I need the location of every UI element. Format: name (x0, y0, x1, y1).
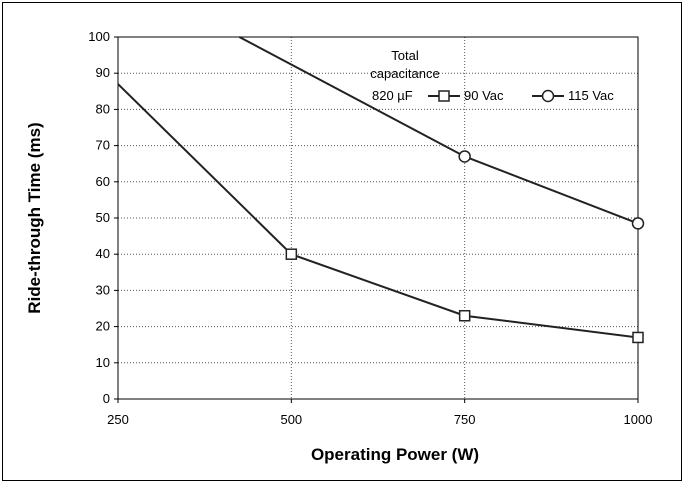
legend: Total capacitance 820 µF 90 Vac 115 Vac (370, 48, 614, 103)
y-tick-label: 60 (96, 174, 110, 189)
y-tick-label: 90 (96, 65, 110, 80)
y-tick-label: 50 (96, 210, 110, 225)
data-point-90-vac (458, 309, 471, 322)
chart-frame (2, 2, 682, 481)
legend-marker-115-vac (541, 89, 555, 103)
x-tick-label: 750 (454, 412, 476, 427)
y-tick-label: 100 (88, 29, 110, 44)
series-line-115-vac (238, 36, 639, 225)
grid (118, 37, 638, 399)
legend-label-115-vac: 115 Vac (568, 88, 614, 103)
y-tick-label: 40 (96, 246, 110, 261)
data-point-115-vac (631, 217, 645, 230)
legend-title-line2: capacitance (370, 66, 439, 81)
legend-items: 90 Vac 115 Vac (428, 88, 614, 103)
y-tick-label: 30 (96, 282, 110, 297)
x-axis-title: Operating Power (W) (311, 445, 479, 464)
legend-marker-90-vac (438, 90, 450, 102)
y-tick-label: 0 (103, 391, 110, 406)
y-tick-label: 10 (96, 355, 110, 370)
x-tick-label: 1000 (624, 412, 653, 427)
x-tick-label: 250 (107, 412, 129, 427)
series-group (117, 36, 645, 344)
y-tick-label: 20 (96, 319, 110, 334)
series-line-90-vac (117, 83, 639, 339)
data-point-90-vac (632, 331, 644, 344)
y-axis-title: Ride-through Time (ms) (25, 122, 44, 313)
legend-label-90-vac: 90 Vac (464, 88, 504, 103)
legend-title-line1: Total (391, 48, 419, 63)
x-tick-label: 500 (280, 412, 302, 427)
y-tick-label: 70 (96, 138, 110, 153)
y-tick-label: 80 (96, 101, 110, 116)
data-point-115-vac (458, 150, 471, 163)
y-axis-ticks: 0 10 20 30 40 50 60 70 80 90 100 (88, 29, 118, 406)
x-axis-ticks: 250 500 750 1000 (107, 399, 652, 427)
data-point-90-vac (285, 248, 298, 260)
legend-prefix: 820 µF (372, 88, 413, 103)
